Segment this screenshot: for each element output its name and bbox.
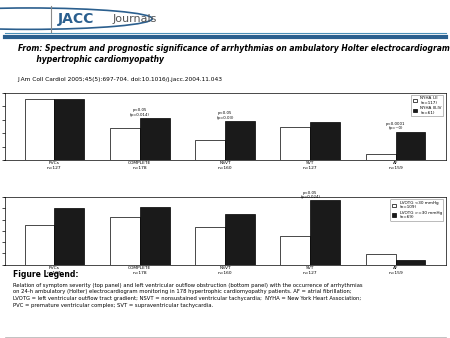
Text: p<0.05
(p=0.03): p<0.05 (p=0.03) — [216, 111, 234, 120]
Text: Figure Legend:: Figure Legend: — [14, 270, 79, 279]
Bar — [25, 99, 54, 160]
Bar — [366, 154, 396, 160]
Bar — [366, 255, 396, 265]
Text: p<0.05
(p=0.024): p<0.05 (p=0.024) — [300, 191, 320, 199]
Text: p<0.05
(p=0.014): p<0.05 (p=0.014) — [130, 108, 150, 117]
Bar — [225, 121, 255, 160]
Bar — [25, 225, 54, 265]
Text: Relation of symptom severity (top panel) and left ventricular outflow obstructio: Relation of symptom severity (top panel)… — [14, 283, 363, 308]
Legend: NYHA I-II
(n=117), NYHA III-IV
(n=61): NYHA I-II (n=117), NYHA III-IV (n=61) — [411, 95, 443, 116]
Bar — [140, 207, 170, 265]
Text: From: Spectrum and prognostic significance of arrhythmias on ambulatory Holter e: From: Spectrum and prognostic significan… — [18, 44, 450, 64]
Bar — [396, 260, 425, 265]
Text: J Am Coll Cardiol 2005;45(5):697-704. doi:10.1016/j.jacc.2004.11.043: J Am Coll Cardiol 2005;45(5):697-704. do… — [18, 77, 223, 82]
Bar — [110, 128, 140, 160]
Bar — [280, 127, 310, 160]
Bar — [310, 122, 340, 160]
Bar — [225, 214, 255, 265]
Legend: LVOTG <30 mmHg
(n=109), LVOTG >=30 mmHg
(n=69): LVOTG <30 mmHg (n=109), LVOTG >=30 mmHg … — [391, 199, 443, 221]
Bar — [195, 140, 225, 160]
Bar — [396, 132, 425, 160]
Bar — [54, 208, 84, 265]
Bar — [280, 237, 310, 265]
Text: JACC: JACC — [58, 12, 94, 26]
Bar — [54, 99, 84, 160]
Bar — [310, 200, 340, 265]
Text: p<0.0001
(p=~0): p<0.0001 (p=~0) — [386, 122, 405, 130]
Bar — [140, 118, 170, 160]
Text: Journals: Journals — [112, 14, 157, 24]
Bar — [110, 217, 140, 265]
Bar — [195, 227, 225, 265]
